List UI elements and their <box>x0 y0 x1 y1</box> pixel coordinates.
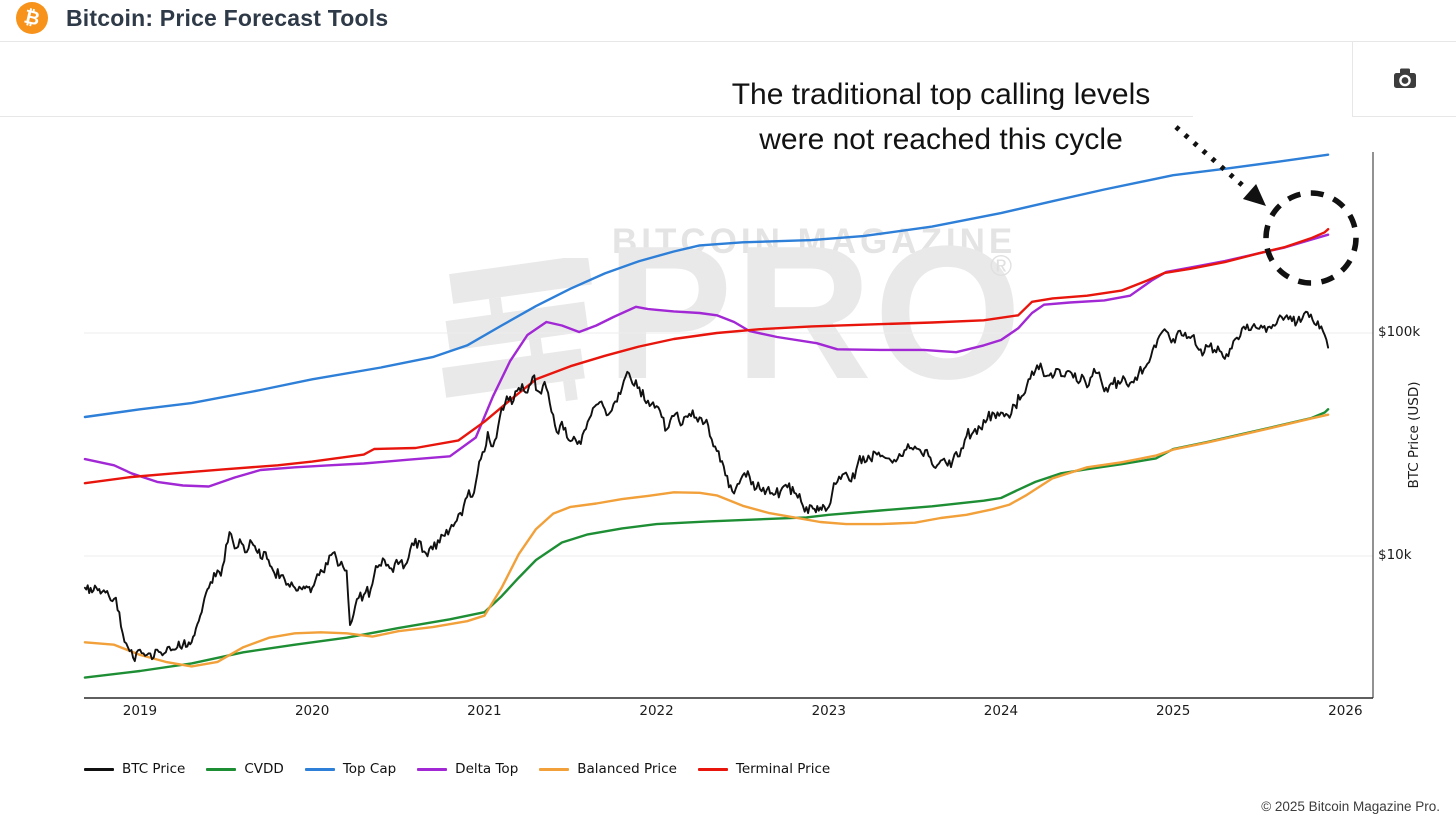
page-title: Bitcoin: Price Forecast Tools <box>66 5 389 31</box>
watermark-text: BITCOIN MAGAZINE <box>612 222 1017 261</box>
legend-label: BTC Price <box>122 761 186 777</box>
legend-label: Balanced Price <box>577 761 677 777</box>
bitcoin-icon: ₿ <box>16 2 48 34</box>
legend-swatch <box>84 767 114 771</box>
series-line-balanced-price <box>83 413 1330 668</box>
y-tick-10k: $10k <box>1378 547 1412 563</box>
legend-swatch <box>206 767 237 771</box>
legend-swatch <box>304 767 335 771</box>
watermark-pro: PRO <box>606 207 1024 419</box>
series-line-terminal-price <box>83 227 1330 485</box>
y-axis-title: BTC Price (USD) <box>1406 381 1422 489</box>
annotation-line-2: were not reached this cycle <box>749 117 1133 162</box>
annotation-line-1: The traditional top calling levels <box>731 78 1151 111</box>
chart-legend: BTC Price CVDD Top Cap Delta Top Balanced Pr… <box>84 761 830 777</box>
border-gap <box>1193 112 1352 121</box>
legend-label: Delta Top <box>455 761 519 777</box>
chart-toolbar <box>0 42 1456 117</box>
x-tick-2020: 2020 <box>294 703 330 719</box>
legend-item-top-cap[interactable]: Top Cap <box>304 761 397 777</box>
bitcoin-glyph: ₿ <box>22 5 43 30</box>
legend-swatch <box>417 767 448 771</box>
annotation-arrow-line <box>1174 125 1249 191</box>
download-snapshot-button[interactable] <box>1352 42 1456 116</box>
x-tick-2022: 2022 <box>639 703 674 719</box>
chart-annotation: The traditional top calling levels were … <box>690 72 1192 162</box>
legend-item-btc-price[interactable]: BTC Price <box>84 761 185 777</box>
legend-item-terminal-price[interactable]: Terminal Price <box>697 761 831 777</box>
legend-swatch <box>539 767 570 771</box>
x-tick-2023: 2023 <box>811 703 846 719</box>
x-tick-2019: 2019 <box>122 703 158 719</box>
annotation-arrow-head <box>1242 184 1266 206</box>
legend-item-balanced-price[interactable]: Balanced Price <box>539 761 677 777</box>
series-line-delta-top <box>83 233 1330 488</box>
copyright-text: © 2025 Bitcoin Magazine Pro. <box>1261 799 1440 814</box>
series-line-btc-price <box>83 310 1330 663</box>
legend-label: CVDD <box>244 761 284 777</box>
legend-label: Terminal Price <box>735 761 831 777</box>
legend-item-cvdd[interactable]: CVDD <box>206 761 284 777</box>
x-tick-2021: 2021 <box>467 703 502 719</box>
x-tick-2026: 2026 <box>1328 703 1363 719</box>
legend-item-delta-top[interactable]: Delta Top <box>417 761 518 777</box>
x-tick-2024: 2024 <box>983 703 1019 719</box>
watermark-registered: ® <box>990 250 1013 283</box>
y-tick-100k: $100k <box>1378 324 1421 340</box>
camera-icon <box>1394 68 1416 88</box>
x-tick-2025: 2025 <box>1155 703 1191 719</box>
legend-label: Top Cap <box>342 761 397 777</box>
series-line-top-cap <box>83 153 1330 419</box>
legend-swatch <box>697 767 728 771</box>
page-header: ₿ Bitcoin: Price Forecast Tools <box>0 0 1456 42</box>
annotation-dashed-circle <box>1263 190 1359 286</box>
